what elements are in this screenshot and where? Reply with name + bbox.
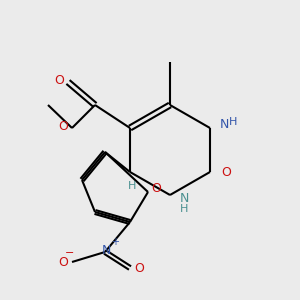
Text: O: O [221,166,231,178]
Text: −: − [65,248,75,258]
Text: O: O [134,262,144,275]
Text: O: O [54,74,64,88]
Text: H: H [229,117,237,127]
Text: H: H [128,181,136,191]
Text: O: O [58,256,68,268]
Text: O: O [151,182,161,194]
Text: +: + [111,237,119,247]
Text: H: H [180,204,188,214]
Text: N: N [101,244,111,256]
Text: N: N [179,191,189,205]
Text: N: N [219,118,229,130]
Text: O: O [58,121,68,134]
